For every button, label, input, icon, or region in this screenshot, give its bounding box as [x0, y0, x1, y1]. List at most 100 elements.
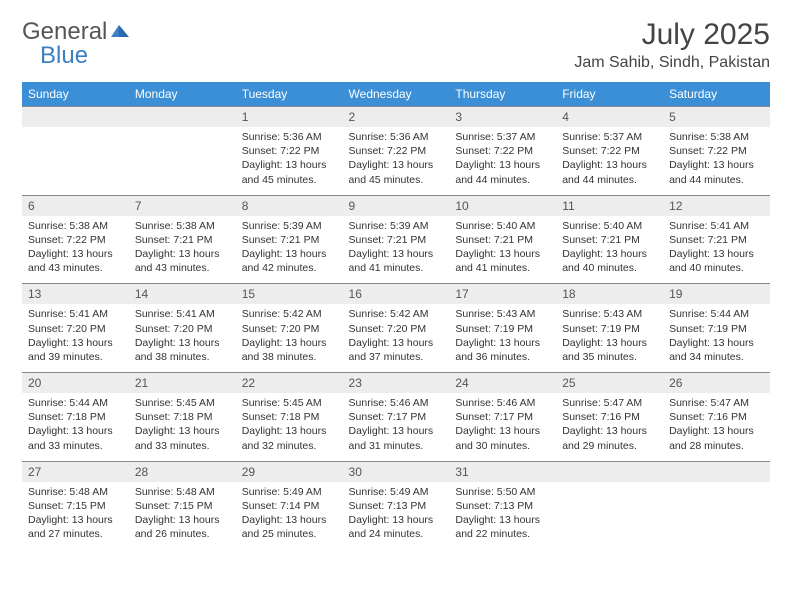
day-number: 4 — [556, 107, 663, 128]
sunrise-text: Sunrise: 5:42 AM — [242, 307, 337, 321]
day-number: 2 — [343, 107, 450, 128]
day-cell: Sunrise: 5:39 AMSunset: 7:21 PMDaylight:… — [343, 216, 450, 284]
sunrise-text: Sunrise: 5:39 AM — [349, 219, 444, 233]
month-title: July 2025 — [574, 18, 770, 52]
sunrise-text: Sunrise: 5:36 AM — [242, 130, 337, 144]
day-number — [22, 107, 129, 128]
day-cell: Sunrise: 5:41 AMSunset: 7:20 PMDaylight:… — [129, 304, 236, 372]
sunset-text: Sunset: 7:21 PM — [349, 233, 444, 247]
day-cell: Sunrise: 5:45 AMSunset: 7:18 PMDaylight:… — [129, 393, 236, 461]
sunrise-text: Sunrise: 5:38 AM — [669, 130, 764, 144]
sunset-text: Sunset: 7:21 PM — [455, 233, 550, 247]
day-cell: Sunrise: 5:41 AMSunset: 7:21 PMDaylight:… — [663, 216, 770, 284]
sunset-text: Sunset: 7:19 PM — [669, 322, 764, 336]
dow-mon: Monday — [129, 82, 236, 107]
daylight-text: Daylight: 13 hours and 36 minutes. — [455, 336, 550, 364]
day-cell: Sunrise: 5:45 AMSunset: 7:18 PMDaylight:… — [236, 393, 343, 461]
dow-sun: Sunday — [22, 82, 129, 107]
day-number: 25 — [556, 373, 663, 394]
day-cell: Sunrise: 5:43 AMSunset: 7:19 PMDaylight:… — [556, 304, 663, 372]
sunrise-text: Sunrise: 5:49 AM — [242, 485, 337, 499]
day-cell: Sunrise: 5:50 AMSunset: 7:13 PMDaylight:… — [449, 482, 556, 550]
sunset-text: Sunset: 7:17 PM — [455, 410, 550, 424]
daylight-text: Daylight: 13 hours and 45 minutes. — [242, 158, 337, 186]
sunset-text: Sunset: 7:14 PM — [242, 499, 337, 513]
sunset-text: Sunset: 7:18 PM — [242, 410, 337, 424]
sunrise-text: Sunrise: 5:50 AM — [455, 485, 550, 499]
day-number: 27 — [22, 461, 129, 482]
day-number: 30 — [343, 461, 450, 482]
daylight-text: Daylight: 13 hours and 43 minutes. — [28, 247, 123, 275]
daylight-text: Daylight: 13 hours and 42 minutes. — [242, 247, 337, 275]
daylight-text: Daylight: 13 hours and 45 minutes. — [349, 158, 444, 186]
sunrise-text: Sunrise: 5:45 AM — [242, 396, 337, 410]
sunrise-text: Sunrise: 5:38 AM — [135, 219, 230, 233]
sunrise-text: Sunrise: 5:36 AM — [349, 130, 444, 144]
sunset-text: Sunset: 7:21 PM — [242, 233, 337, 247]
day-number: 10 — [449, 195, 556, 216]
day-cell: Sunrise: 5:42 AMSunset: 7:20 PMDaylight:… — [343, 304, 450, 372]
day-number: 16 — [343, 284, 450, 305]
daylight-text: Daylight: 13 hours and 29 minutes. — [562, 424, 657, 452]
daylight-text: Daylight: 13 hours and 32 minutes. — [242, 424, 337, 452]
daylight-text: Daylight: 13 hours and 28 minutes. — [669, 424, 764, 452]
day-number: 31 — [449, 461, 556, 482]
daylight-text: Daylight: 13 hours and 35 minutes. — [562, 336, 657, 364]
daylight-text: Daylight: 13 hours and 26 minutes. — [135, 513, 230, 541]
daylight-text: Daylight: 13 hours and 27 minutes. — [28, 513, 123, 541]
day-cell: Sunrise: 5:44 AMSunset: 7:18 PMDaylight:… — [22, 393, 129, 461]
sunset-text: Sunset: 7:18 PM — [135, 410, 230, 424]
day-number: 23 — [343, 373, 450, 394]
calendar-body: 12345Sunrise: 5:36 AMSunset: 7:22 PMDayl… — [22, 107, 770, 550]
day-cell: Sunrise: 5:40 AMSunset: 7:21 PMDaylight:… — [556, 216, 663, 284]
sunset-text: Sunset: 7:15 PM — [135, 499, 230, 513]
sunrise-text: Sunrise: 5:37 AM — [455, 130, 550, 144]
sunrise-text: Sunrise: 5:41 AM — [669, 219, 764, 233]
sunrise-text: Sunrise: 5:42 AM — [349, 307, 444, 321]
day-number: 6 — [22, 195, 129, 216]
daylight-text: Daylight: 13 hours and 40 minutes. — [562, 247, 657, 275]
day-number: 13 — [22, 284, 129, 305]
daylight-text: Daylight: 13 hours and 25 minutes. — [242, 513, 337, 541]
sunrise-text: Sunrise: 5:46 AM — [455, 396, 550, 410]
sunrise-text: Sunrise: 5:43 AM — [562, 307, 657, 321]
day-cell — [129, 127, 236, 195]
daylight-text: Daylight: 13 hours and 39 minutes. — [28, 336, 123, 364]
day-number: 15 — [236, 284, 343, 305]
sunset-text: Sunset: 7:21 PM — [135, 233, 230, 247]
daylight-text: Daylight: 13 hours and 44 minutes. — [455, 158, 550, 186]
day-cell: Sunrise: 5:47 AMSunset: 7:16 PMDaylight:… — [663, 393, 770, 461]
day-number — [129, 107, 236, 128]
sunrise-text: Sunrise: 5:44 AM — [669, 307, 764, 321]
sunrise-text: Sunrise: 5:43 AM — [455, 307, 550, 321]
day-cell: Sunrise: 5:40 AMSunset: 7:21 PMDaylight:… — [449, 216, 556, 284]
day-number: 8 — [236, 195, 343, 216]
day-cell: Sunrise: 5:37 AMSunset: 7:22 PMDaylight:… — [449, 127, 556, 195]
day-number: 3 — [449, 107, 556, 128]
dow-header-row: Sunday Monday Tuesday Wednesday Thursday… — [22, 82, 770, 107]
sunset-text: Sunset: 7:15 PM — [28, 499, 123, 513]
sunrise-text: Sunrise: 5:37 AM — [562, 130, 657, 144]
daylight-text: Daylight: 13 hours and 24 minutes. — [349, 513, 444, 541]
daylight-text: Daylight: 13 hours and 34 minutes. — [669, 336, 764, 364]
day-number: 26 — [663, 373, 770, 394]
day-cell: Sunrise: 5:46 AMSunset: 7:17 PMDaylight:… — [343, 393, 450, 461]
sunset-text: Sunset: 7:16 PM — [669, 410, 764, 424]
daylight-text: Daylight: 13 hours and 33 minutes. — [135, 424, 230, 452]
location-label: Jam Sahib, Sindh, Pakistan — [574, 54, 770, 72]
sunrise-text: Sunrise: 5:48 AM — [28, 485, 123, 499]
day-number: 22 — [236, 373, 343, 394]
day-cell — [663, 482, 770, 550]
day-number: 1 — [236, 107, 343, 128]
sunrise-text: Sunrise: 5:46 AM — [349, 396, 444, 410]
day-cell: Sunrise: 5:49 AMSunset: 7:13 PMDaylight:… — [343, 482, 450, 550]
day-cell: Sunrise: 5:47 AMSunset: 7:16 PMDaylight:… — [556, 393, 663, 461]
sunset-text: Sunset: 7:17 PM — [349, 410, 444, 424]
day-cell: Sunrise: 5:36 AMSunset: 7:22 PMDaylight:… — [236, 127, 343, 195]
sunset-text: Sunset: 7:20 PM — [349, 322, 444, 336]
day-number — [663, 461, 770, 482]
sunrise-text: Sunrise: 5:40 AM — [455, 219, 550, 233]
sunset-text: Sunset: 7:16 PM — [562, 410, 657, 424]
daylight-text: Daylight: 13 hours and 33 minutes. — [28, 424, 123, 452]
sunrise-text: Sunrise: 5:47 AM — [562, 396, 657, 410]
